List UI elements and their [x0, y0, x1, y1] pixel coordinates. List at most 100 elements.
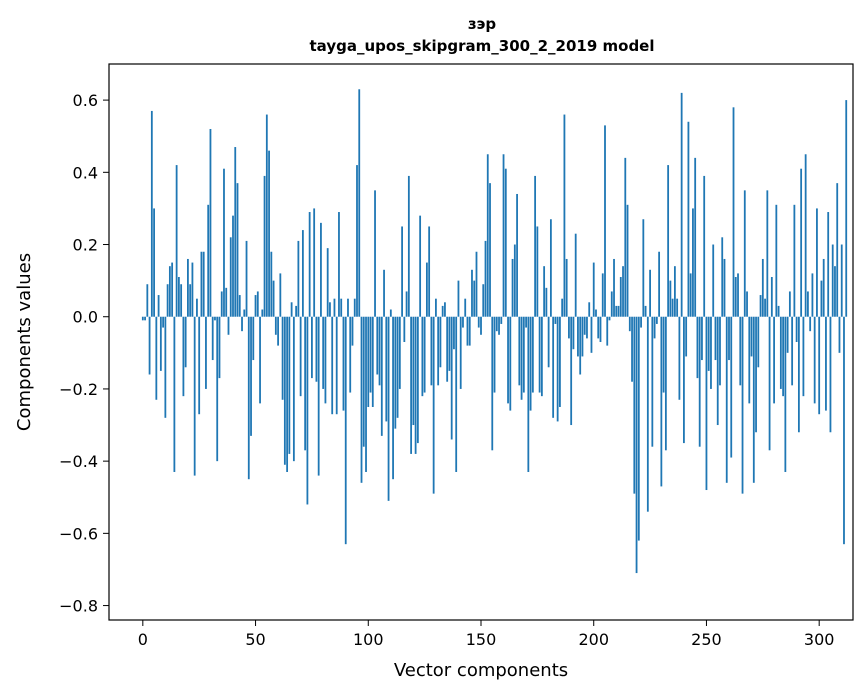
- bar: [590, 316, 593, 353]
- bar: [829, 316, 832, 433]
- bar: [701, 316, 703, 361]
- bar: [311, 316, 313, 379]
- bar: [301, 230, 304, 317]
- bar: [256, 291, 259, 317]
- bar: [743, 190, 746, 317]
- bar: [527, 316, 530, 472]
- bar: [471, 269, 473, 317]
- chart-title: зэр: [468, 15, 497, 33]
- bar: [538, 316, 541, 393]
- bar: [784, 316, 787, 472]
- bar: [480, 316, 482, 335]
- bar: [252, 316, 255, 361]
- bar: [173, 316, 176, 472]
- bar: [450, 316, 453, 440]
- bar: [644, 305, 647, 317]
- bar: [322, 316, 325, 389]
- bar: [716, 316, 719, 426]
- bar: [250, 316, 252, 436]
- bar: [673, 266, 676, 317]
- bar: [189, 284, 192, 317]
- bar: [356, 165, 358, 317]
- bar: [369, 316, 372, 393]
- bar: [279, 273, 282, 317]
- bar: [446, 316, 449, 382]
- bar: [281, 316, 284, 400]
- bar: [398, 316, 401, 389]
- bar: [317, 316, 320, 476]
- bar: [180, 284, 183, 317]
- bar: [739, 316, 742, 386]
- bar: [549, 219, 552, 317]
- bar: [759, 295, 762, 317]
- bar: [394, 316, 397, 429]
- bar: [421, 316, 424, 397]
- bar: [601, 273, 604, 317]
- bar: [272, 280, 275, 317]
- bar: [437, 316, 440, 386]
- bar: [405, 291, 408, 317]
- bar: [283, 316, 286, 465]
- bar: [331, 316, 334, 415]
- bar: [263, 175, 266, 317]
- bar: [529, 316, 532, 411]
- y-tick-label: −0.2: [59, 380, 98, 399]
- y-tick-label: 0.2: [73, 236, 98, 255]
- bar: [320, 222, 322, 317]
- bar: [290, 302, 293, 317]
- bar: [692, 208, 694, 317]
- bar: [568, 316, 570, 339]
- bar: [193, 316, 196, 476]
- bar: [153, 208, 155, 317]
- bar: [439, 316, 442, 368]
- bar: [556, 316, 559, 422]
- bar: [786, 316, 789, 353]
- bar: [617, 305, 620, 317]
- bar: [362, 316, 365, 447]
- bar: [678, 316, 681, 400]
- bar: [775, 204, 778, 317]
- bar: [155, 316, 158, 400]
- y-tick-label: −0.8: [59, 597, 98, 616]
- bar: [683, 316, 685, 444]
- bar: [633, 316, 636, 494]
- bar: [238, 295, 241, 317]
- bar: [371, 316, 374, 407]
- bar: [477, 316, 480, 328]
- bar: [441, 305, 444, 317]
- bar: [721, 237, 724, 317]
- bar: [187, 258, 189, 317]
- bar: [577, 316, 579, 357]
- bar: [809, 316, 812, 332]
- bar: [664, 316, 667, 451]
- bar: [329, 302, 331, 317]
- bar: [563, 114, 566, 317]
- bar: [243, 309, 246, 317]
- bar: [561, 298, 564, 317]
- y-tick-label: 0.0: [73, 308, 98, 327]
- bar: [146, 284, 149, 317]
- bar: [825, 316, 827, 411]
- bar: [669, 280, 672, 317]
- bar: [435, 298, 437, 317]
- bar: [144, 316, 146, 321]
- bar: [599, 316, 602, 342]
- bar: [757, 316, 760, 368]
- bar: [766, 190, 769, 317]
- bar: [770, 277, 773, 317]
- bar: [662, 316, 665, 393]
- bar: [525, 316, 527, 328]
- bar: [164, 316, 167, 418]
- bar: [428, 226, 431, 317]
- bar: [171, 262, 174, 317]
- bar: [522, 316, 525, 393]
- bar: [444, 302, 446, 317]
- bar: [838, 316, 841, 353]
- bar: [385, 316, 388, 422]
- bar: [423, 316, 426, 393]
- bar: [705, 316, 708, 491]
- bar: [326, 248, 329, 317]
- bar: [597, 316, 600, 339]
- bar: [710, 316, 712, 389]
- x-tick-label: 250: [691, 630, 722, 649]
